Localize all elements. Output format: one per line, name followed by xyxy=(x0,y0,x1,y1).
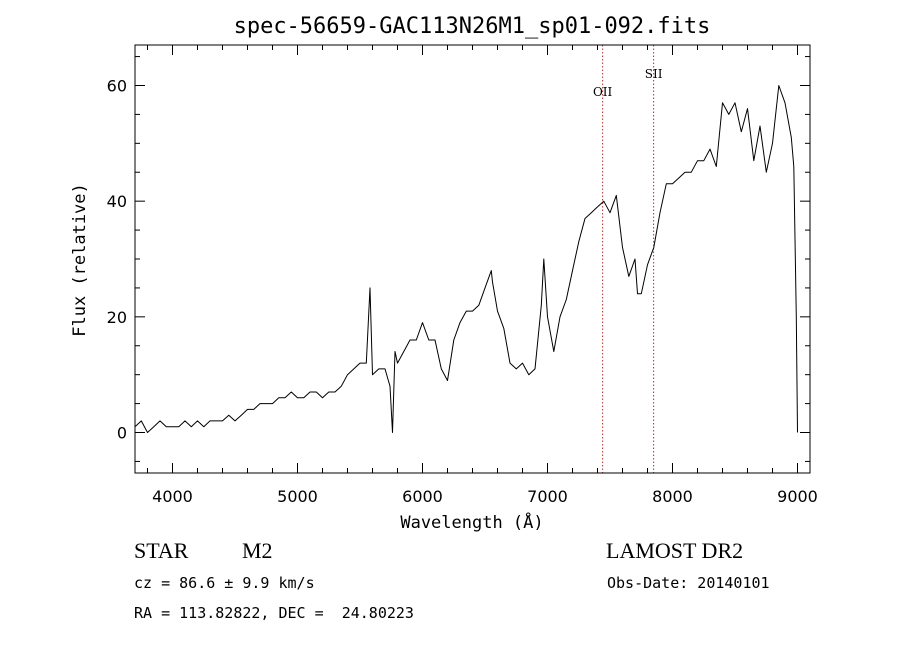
redshift-cz: cz = 86.6 ± 9.9 km/s xyxy=(134,574,315,592)
x-tick-label: 5000 xyxy=(277,487,318,506)
plot-frame xyxy=(134,44,811,474)
x-tick-label: 6000 xyxy=(402,487,443,506)
survey-label: LAMOST DR2 xyxy=(606,538,744,563)
x-tick-label: 9000 xyxy=(777,487,818,506)
y-axis: 0 20 40 60 xyxy=(107,56,810,462)
object-class: STAR xyxy=(134,538,189,563)
observation-date: Obs-Date: 20140101 xyxy=(607,574,770,592)
object-subclass: M2 xyxy=(242,538,273,563)
chart-title: spec-56659-GAC113N26M1_sp01-092.fits xyxy=(234,14,711,39)
x-axis-label: Wavelength (Å) xyxy=(400,511,543,533)
x-axis: 4000 5000 6000 7000 8000 9000 xyxy=(147,45,818,506)
plot-layer: OII SII xyxy=(134,45,798,473)
spectrum-series-0 xyxy=(134,85,798,433)
y-axis-label: Flux (relative) xyxy=(70,183,90,337)
x-tick-label: 7000 xyxy=(527,487,568,506)
line-label-oii: OII xyxy=(593,85,613,99)
x-tick-label: 4000 xyxy=(152,487,193,506)
y-tick-label: 0 xyxy=(117,424,127,443)
line-label-sii: SII xyxy=(645,67,663,81)
x-tick-label: 8000 xyxy=(652,487,693,506)
y-tick-label: 60 xyxy=(107,76,127,95)
coordinates: RA = 113.82822, DEC = 24.80223 xyxy=(134,604,414,622)
y-tick-label: 40 xyxy=(107,192,127,211)
y-tick-label: 20 xyxy=(107,308,127,327)
